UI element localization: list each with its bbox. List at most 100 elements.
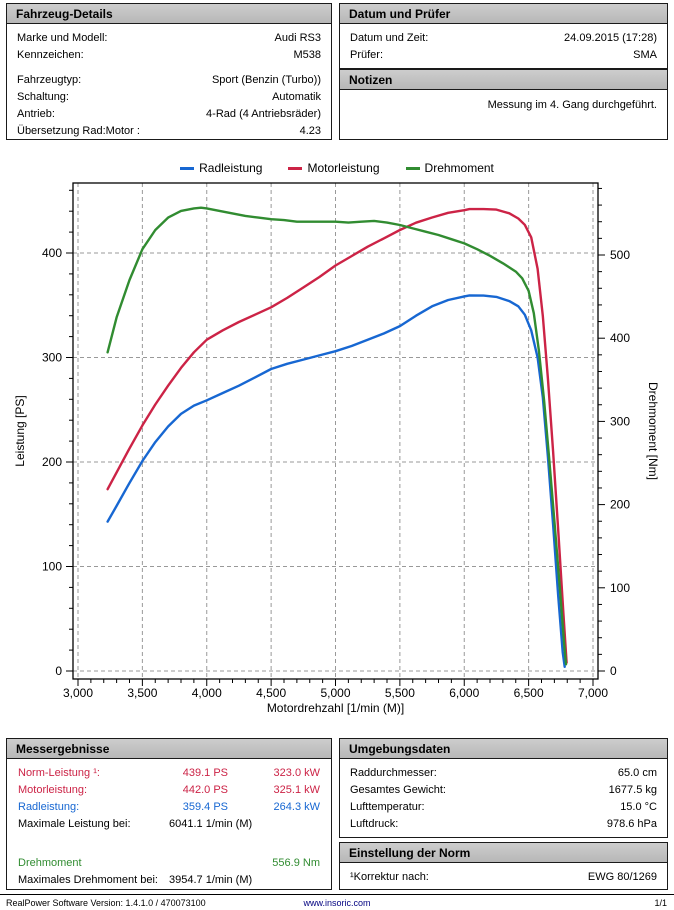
row-value: 978.6 hPa [606, 817, 657, 830]
notizen-text: Messung im 4. Gang durchgeführt. [487, 99, 657, 111]
result-label: Drehmoment [18, 856, 82, 869]
row-label: Raddurchmesser: [350, 766, 437, 779]
kv-row: Raddurchmesser: 65.0 cm [350, 764, 657, 781]
result-row: Maximales Drehmoment bei: 3954.7 1/min (M… [18, 871, 320, 888]
panel-title: Messergebnisse [16, 741, 110, 756]
result-value-secondary: 323.0 kW [273, 766, 320, 779]
footer-page-number: 1/1 [654, 898, 667, 908]
row-value: 4.23 [299, 124, 321, 137]
insoric-link[interactable]: www.insoric.com [303, 898, 371, 908]
panel-umgebungsdaten: Umgebungsdaten Raddurchmesser: 65.0 cm Ges… [339, 738, 668, 838]
y-right-tick-label: 0 [610, 664, 617, 678]
row-value: 1677.5 kg [608, 783, 657, 796]
panel-einstellung-norm: Einstellung der Norm ¹Korrektur nach: EWG… [339, 842, 668, 890]
result-value-secondary: 556.9 Nm [272, 856, 320, 869]
kv-row: Marke und Modell: Audi RS3 [17, 29, 321, 46]
row-label: Schaltung: [17, 90, 69, 103]
row-value: 15.0 °C [620, 800, 657, 813]
kv-row: ¹Korrektur nach: EWG 80/1269 [350, 868, 657, 885]
result-label: Norm-Leistung ¹: [18, 766, 100, 779]
einstellung-norm-body: ¹Korrektur nach: EWG 80/1269 [340, 863, 667, 885]
legend-label: Motorleistung [307, 161, 380, 175]
row-value: Sport (Benzin (Turbo)) [211, 73, 321, 86]
panel-title: Datum und Prüfer [349, 6, 451, 21]
kv-row: Lufttemperatur: 15.0 °C [350, 798, 657, 815]
x-tick-label: 5,500 [385, 686, 415, 700]
y-left-tick-label: 0 [55, 664, 62, 678]
row-value: Automatik [272, 90, 321, 103]
kv-row: Kennzeichen: M538 [17, 46, 321, 63]
y-right-tick-label: 400 [610, 331, 630, 345]
y-right-tick-label: 300 [610, 414, 630, 428]
legend-item-drehmoment: Drehmoment [405, 161, 494, 175]
result-value-secondary: 325.1 kW [273, 783, 320, 796]
result-value-primary: 439.1 PS [182, 766, 228, 779]
row-label: ¹Korrektur nach: [350, 870, 429, 883]
messergebnisse-body: Norm-Leistung ¹: 439.1 PS 323.0 kW Motorlei… [7, 759, 331, 888]
umgebungsdaten-body: Raddurchmesser: 65.0 cm Gesamtes Gewicht: 1… [340, 759, 667, 832]
result-label: Maximale Leistung bei: [18, 817, 131, 830]
panel-header-messergebnisse: Messergebnisse [7, 739, 331, 759]
panel-header-fahrzeug: Fahrzeug-Details [7, 4, 331, 24]
footer-divider [0, 894, 674, 895]
row-label: Datum und Zeit: [350, 31, 429, 44]
x-tick-label: 4,000 [192, 686, 222, 700]
result-label: Maximales Drehmoment bei: [18, 873, 158, 886]
kv-row: Prüfer: SMA [350, 46, 657, 63]
kv-row: Fahrzeugtyp: Sport (Benzin (Turbo)) [17, 71, 321, 88]
legend-swatch-icon [180, 166, 195, 170]
y-right-tick-label: 100 [610, 581, 630, 595]
row-value: 4-Rad (4 Antriebsräder) [206, 107, 321, 120]
datum-pruefer-body: Datum und Zeit: 24.09.2015 (17:28) Prüfer:… [340, 24, 667, 63]
legend-swatch-icon [288, 166, 303, 170]
panel-header-einstellung-norm: Einstellung der Norm [340, 843, 667, 863]
row-value: Audi RS3 [274, 31, 321, 44]
panel-title: Fahrzeug-Details [16, 6, 113, 21]
row-label: Prüfer: [350, 48, 384, 61]
row-label: Fahrzeugtyp: [17, 73, 82, 86]
x-tick-label: 3,000 [63, 686, 93, 700]
x-tick-label: 6,500 [514, 686, 544, 700]
row-label: Antrieb: [17, 107, 55, 120]
kv-row: Antrieb: 4-Rad (4 Antriebsräder) [17, 105, 321, 122]
result-label: Radleistung: [18, 800, 80, 813]
y-left-tick-label: 200 [42, 455, 62, 469]
panel-title: Notizen [349, 72, 393, 87]
y-left-axis-title: Leistung [PS] [13, 395, 27, 466]
legend-swatch-icon [405, 166, 420, 170]
row-label: Übersetzung Rad:Motor : [17, 124, 140, 137]
row-value: EWG 80/1269 [587, 870, 657, 883]
panel-header-datum: Datum und Prüfer [340, 4, 667, 24]
kv-row: Übersetzung Rad:Motor : 4.23 [17, 122, 321, 139]
x-axis-title: Motordrehzahl [1/min (M)] [267, 701, 404, 715]
panel-header-umgebungsdaten: Umgebungsdaten [340, 739, 667, 759]
y-right-axis-title: Drehmoment [Nm] [646, 382, 660, 480]
curve-drehmoment [106, 206, 568, 666]
result-value-primary: 359.4 PS [182, 800, 228, 813]
legend-label: Radleistung [199, 161, 263, 175]
result-value-secondary: 264.3 kW [273, 800, 320, 813]
x-tick-label: 6,000 [449, 686, 479, 700]
legend-label: Drehmoment [424, 161, 494, 175]
y-left-tick-label: 100 [42, 560, 62, 574]
row-value: M538 [293, 48, 321, 61]
row-label: Gesamtes Gewicht: [350, 783, 446, 796]
panel-title: Umgebungsdaten [349, 741, 451, 756]
curve-radleistung [106, 294, 566, 668]
legend-item-motorleistung: Motorleistung [288, 161, 380, 175]
fahrzeug-details-body: Marke und Modell: Audi RS3 Kennzeichen: M53… [7, 24, 331, 139]
panel-title: Einstellung der Norm [349, 845, 471, 860]
result-row: Radleistung: 359.4 PS 264.3 kW [18, 798, 320, 815]
x-tick-label: 5,000 [320, 686, 350, 700]
panel-datum-pruefer: Datum und Prüfer Datum und Zeit: 24.09.20… [339, 3, 668, 69]
row-value: 65.0 cm [617, 766, 657, 779]
result-row: Motorleistung: 442.0 PS 325.1 kW [18, 781, 320, 798]
row-spacer [18, 832, 320, 854]
row-label: Kennzeichen: [17, 48, 84, 61]
x-tick-label: 7,000 [578, 686, 608, 700]
result-value-primary: 3954.7 1/min (M) [169, 873, 253, 886]
legend-item-radleistung: Radleistung [180, 161, 262, 175]
panel-notizen: Notizen Messung im 4. Gang durchgeführt. [339, 69, 668, 140]
